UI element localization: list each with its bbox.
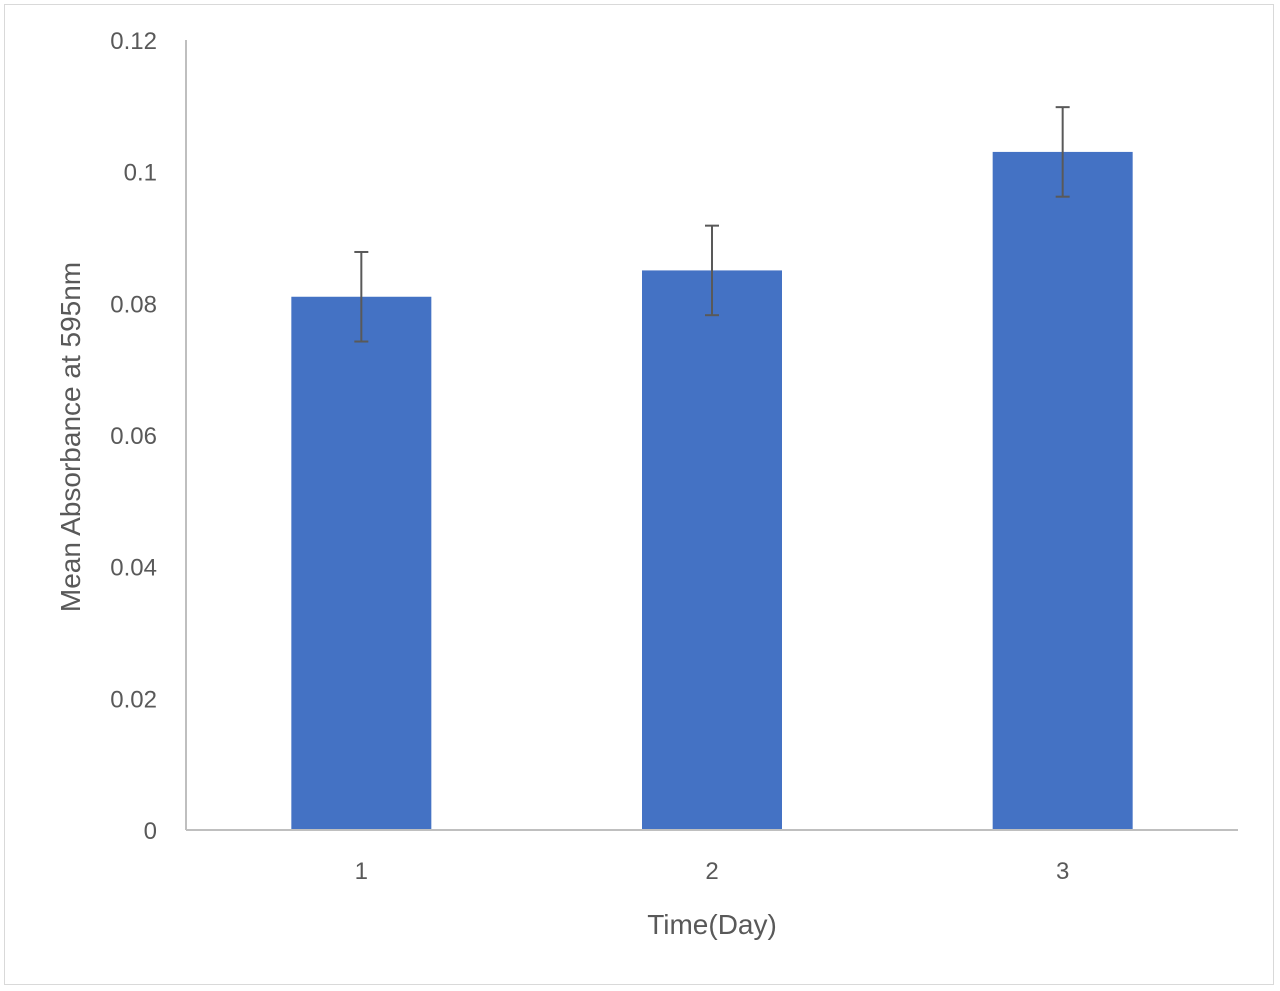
bar xyxy=(642,270,782,831)
x-tick-label: 2 xyxy=(705,858,718,885)
y-tick-label: 0.02 xyxy=(110,686,157,713)
y-tick-label: 0.06 xyxy=(110,423,157,450)
x-tick-label: 1 xyxy=(355,858,368,885)
bars xyxy=(291,151,1133,831)
x-axis-ticks: 1 2 3 xyxy=(355,858,1070,885)
x-tick-label: 3 xyxy=(1056,858,1069,885)
y-tick-label: 0.08 xyxy=(110,291,157,318)
bar xyxy=(992,151,1133,830)
y-tick-label: 0.12 xyxy=(110,28,157,55)
y-axis-ticks: 0 0.02 0.04 0.06 0.08 0.1 0.12 xyxy=(110,28,157,845)
y-tick-label: 0.04 xyxy=(110,555,157,582)
error-bars xyxy=(354,106,1070,343)
bar xyxy=(291,296,432,830)
y-axis-title: Mean Absorbance at 595nm xyxy=(55,262,86,612)
y-tick-label: 0.1 xyxy=(124,160,157,187)
x-axis-title: Time(Day) xyxy=(647,909,777,940)
y-tick-label: 0 xyxy=(144,818,157,845)
